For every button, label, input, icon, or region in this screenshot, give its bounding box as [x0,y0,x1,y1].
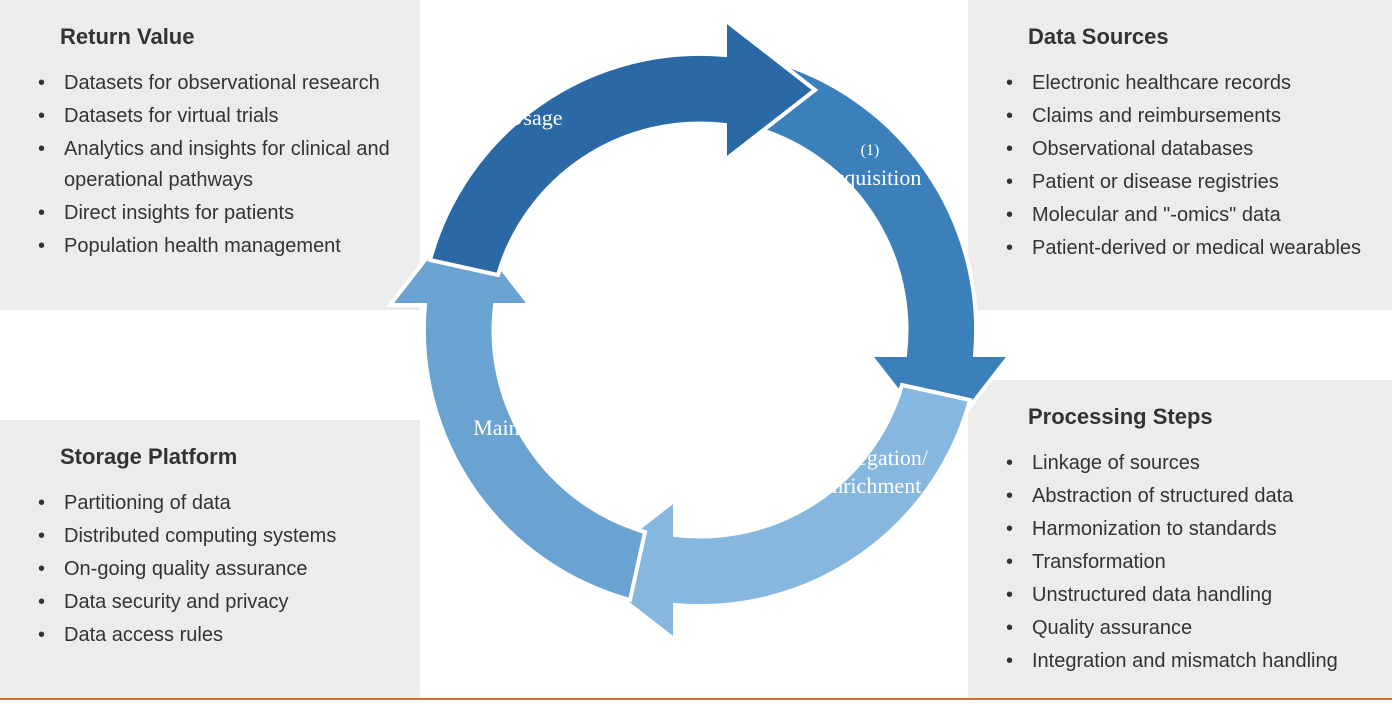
card-title: Data Sources [1028,24,1364,50]
list-item: Datasets for observational research [32,68,392,99]
list-item: Harmonization to standards [1000,514,1364,545]
segment-usage [430,20,815,275]
segment-num-4: (4) [526,82,545,99]
card-list: Datasets for observational researchDatas… [20,68,392,262]
list-item: On-going quality assurance [32,554,392,585]
list-item: Distributed computing systems [32,521,392,552]
list-item: Analytics and insights for clinical and … [32,134,392,196]
list-item: Data access rules [32,620,392,651]
segment-aggregation [585,385,970,640]
list-item: Integration and mismatch handling [1000,646,1364,677]
list-item: Molecular and "-omics" data [1000,200,1364,231]
segment-label-3: Maintenence [473,415,587,440]
segment-label-2a: Aggregation/ [812,445,929,470]
list-item: Electronic healthcare records [1000,68,1364,99]
segment-acquisition [755,60,1010,445]
segment-maintenance [390,215,645,600]
list-item: Unstructured data handling [1000,580,1364,611]
list-item: Abstraction of structured data [1000,481,1364,512]
cycle-diagram: (1) Acquisition (2) Aggregation/ Enrichm… [360,0,1040,680]
list-item: Direct insights for patients [32,198,392,229]
list-item: Datasets for virtual trials [32,101,392,132]
card-list: Linkage of sourcesAbstraction of structu… [988,448,1364,677]
card-storage-platform: Storage Platform Partitioning of dataDis… [0,420,420,700]
card-title: Return Value [60,24,392,50]
card-title: Storage Platform [60,444,392,470]
list-item: Transformation [1000,547,1364,578]
segment-num-2: (2) [861,422,880,439]
segment-num-3: (3) [521,392,540,409]
card-title: Processing Steps [1028,404,1364,430]
segment-label-4: Usage [508,105,563,130]
list-item: Patient or disease registries [1000,167,1364,198]
segment-num-1: (1) [861,142,880,159]
list-item: Observational databases [1000,134,1364,165]
list-item: Linkage of sources [1000,448,1364,479]
list-item: Quality assurance [1000,613,1364,644]
segment-label-1: Acquisition [819,165,922,190]
bottom-rule [0,698,1392,700]
card-list: Electronic healthcare recordsClaims and … [988,68,1364,264]
list-item: Partitioning of data [32,488,392,519]
list-item: Patient-derived or medical wearables [1000,233,1364,264]
list-item: Claims and reimbursements [1000,101,1364,132]
list-item: Population health management [32,231,392,262]
list-item: Data security and privacy [32,587,392,618]
card-return-value: Return Value Datasets for observational … [0,0,420,310]
card-list: Partitioning of dataDistributed computin… [20,488,392,651]
segment-label-2b: Enrichment [819,473,922,498]
